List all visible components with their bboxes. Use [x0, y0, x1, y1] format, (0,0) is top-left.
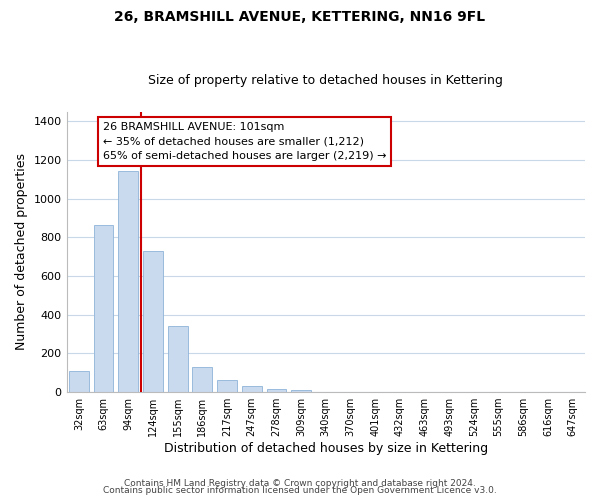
Bar [193, 367, 212, 392]
Bar [266, 388, 286, 392]
Bar [94, 226, 113, 392]
Bar [291, 390, 311, 392]
Bar [242, 386, 262, 392]
Bar [217, 380, 237, 392]
Bar [143, 251, 163, 392]
Title: Size of property relative to detached houses in Kettering: Size of property relative to detached ho… [148, 74, 503, 87]
Text: Contains HM Land Registry data © Crown copyright and database right 2024.: Contains HM Land Registry data © Crown c… [124, 478, 476, 488]
Bar [118, 171, 138, 392]
Bar [69, 372, 89, 392]
Text: 26, BRAMSHILL AVENUE, KETTERING, NN16 9FL: 26, BRAMSHILL AVENUE, KETTERING, NN16 9F… [115, 10, 485, 24]
Y-axis label: Number of detached properties: Number of detached properties [15, 154, 28, 350]
Bar [168, 326, 188, 392]
Text: Contains public sector information licensed under the Open Government Licence v3: Contains public sector information licen… [103, 486, 497, 495]
X-axis label: Distribution of detached houses by size in Kettering: Distribution of detached houses by size … [164, 442, 488, 455]
Text: 26 BRAMSHILL AVENUE: 101sqm
← 35% of detached houses are smaller (1,212)
65% of : 26 BRAMSHILL AVENUE: 101sqm ← 35% of det… [103, 122, 386, 161]
